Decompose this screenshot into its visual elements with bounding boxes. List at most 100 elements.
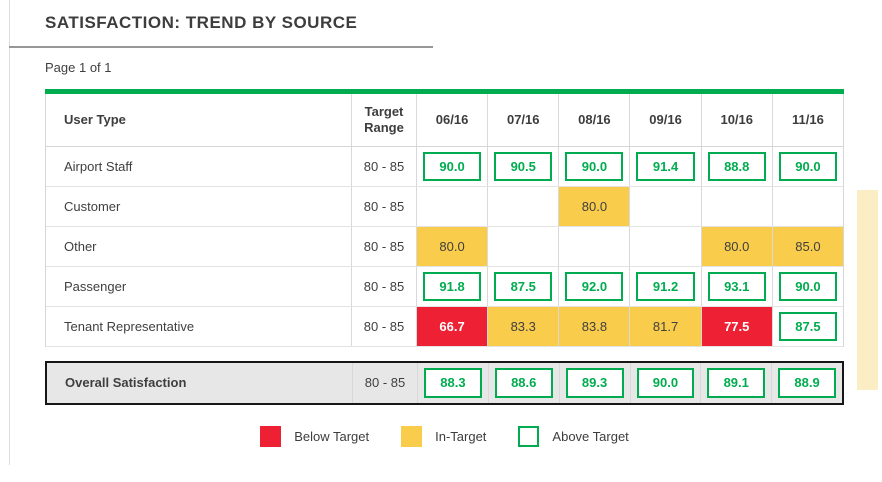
column-header-target-range: Target Range [351, 94, 416, 146]
above-target-box: 91.8 [423, 272, 482, 301]
above-target-box: 88.8 [707, 152, 766, 181]
table-main: User Type Target Range 06/16 07/16 08/16… [45, 94, 844, 347]
legend-label: Above Target [552, 429, 629, 444]
above-target-box: 92.0 [565, 272, 624, 301]
value-cell-empty [416, 187, 487, 226]
above-target-box: 88.9 [778, 368, 836, 398]
value-cell-above: 90.0 [629, 363, 701, 403]
column-header-month-1: 06/16 [416, 94, 487, 146]
column-header-month-2: 07/16 [487, 94, 558, 146]
value-cell-in: 85.0 [771, 227, 843, 266]
value-cell-above: 93.1 [700, 267, 772, 306]
above-target-box: 90.5 [494, 152, 553, 181]
value-cell-in: 80.0 [416, 227, 488, 266]
value-cell-empty [771, 187, 843, 226]
target-range: 80 - 85 [351, 147, 416, 186]
row-label: Overall Satisfaction [65, 375, 187, 391]
page-indicator: Page 1 of 1 [45, 60, 112, 75]
above-target-box: 90.0 [778, 152, 837, 181]
value-cell-empty [558, 227, 629, 266]
value-cell-above: 90.0 [771, 267, 843, 306]
above-target-box: 90.0 [636, 368, 695, 398]
table-row: Customer 80 - 85 80.0 [46, 187, 843, 227]
above-target-box: 91.4 [636, 152, 695, 181]
target-range: 80 - 85 [351, 267, 416, 306]
column-header-month-3: 08/16 [558, 94, 629, 146]
table-body: Airport Staff 80 - 85 90.0 90.5 90.0 91.4 88.8… [46, 147, 843, 347]
value-cell-above: 90.0 [558, 147, 629, 186]
table-header-row: User Type Target Range 06/16 07/16 08/16… [46, 94, 843, 147]
above-target-box: 93.1 [707, 272, 766, 301]
value-cell-empty [700, 187, 772, 226]
above-target-box: 88.3 [424, 368, 482, 398]
value-cell-above: 88.6 [487, 363, 559, 403]
above-target-box: 89.1 [707, 368, 766, 398]
value-cell-empty [487, 187, 558, 226]
above-target-box: 91.2 [636, 272, 695, 301]
table-row: Tenant Representative 80 - 85 66.7 83.3 83.8… [46, 307, 843, 347]
value-cell-above: 92.0 [558, 267, 629, 306]
panel-left-divider [9, 0, 10, 465]
value-cell-above: 87.5 [771, 307, 843, 346]
above-target-box: 90.0 [778, 272, 837, 301]
value-cell-empty [629, 187, 700, 226]
value-cell-above: 91.2 [629, 267, 700, 306]
value-cell-in: 80.0 [558, 187, 630, 226]
value-cell-above: 89.1 [700, 363, 771, 403]
table-row: Other 80 - 85 80.0 80.0 85.0 [46, 227, 843, 267]
target-range: 80 - 85 [351, 187, 416, 226]
value-cell-in: 80.0 [700, 227, 772, 266]
above-target-box: 89.3 [565, 368, 624, 398]
table-row: Airport Staff 80 - 85 90.0 90.5 90.0 91.4 88.8… [46, 147, 843, 187]
table-gap [45, 347, 844, 361]
value-cell-empty [629, 227, 700, 266]
legend-item-in-target: In-Target [401, 426, 486, 447]
trend-table: User Type Target Range 06/16 07/16 08/16… [45, 89, 844, 405]
legend-item-above-target: Above Target [518, 426, 629, 447]
target-range: 80 - 85 [352, 363, 417, 403]
value-cell-below: 77.5 [700, 307, 772, 346]
value-cell-above: 91.4 [629, 147, 700, 186]
table-top-accent-bar [45, 89, 844, 94]
value-cell-below: 66.7 [416, 307, 488, 346]
row-label: Customer [64, 198, 121, 214]
row-label: Passenger [64, 278, 127, 294]
value-cell-in: 81.7 [629, 307, 701, 346]
target-range: 80 - 85 [351, 307, 416, 346]
below-target-swatch-icon [260, 426, 282, 447]
value-cell-above: 87.5 [487, 267, 558, 306]
above-target-box: 90.0 [565, 152, 624, 181]
value-cell-above: 90.5 [487, 147, 558, 186]
row-label: Airport Staff [64, 158, 133, 174]
page-title: SATISFACTION: TREND BY SOURCE [45, 13, 358, 32]
target-range: 80 - 85 [351, 227, 416, 266]
above-target-box: 87.5 [494, 272, 553, 301]
value-cell-empty [487, 227, 558, 266]
value-cell-above: 90.0 [771, 147, 843, 186]
value-cell-in: 83.3 [487, 307, 559, 346]
row-label: Tenant Representative [64, 318, 195, 334]
value-cell-above: 89.3 [558, 363, 630, 403]
above-target-box: 90.0 [423, 152, 482, 181]
in-target-swatch-icon [401, 426, 423, 447]
column-header-month-5: 10/16 [700, 94, 772, 146]
legend-label: In-Target [435, 429, 487, 444]
legend-item-below-target: Below Target [260, 426, 369, 447]
column-header-month-6: 11/16 [771, 94, 843, 146]
table-row: Passenger 80 - 85 91.8 87.5 92.0 91.2 93.1 90.0 [46, 267, 843, 307]
above-target-box: 87.5 [778, 312, 837, 341]
value-cell-above: 90.0 [416, 147, 487, 186]
value-cell-above: 88.9 [771, 363, 842, 403]
highlight-bar [857, 190, 878, 390]
title-underline [9, 46, 433, 48]
row-label: Other [64, 238, 97, 254]
value-cell-in: 83.8 [558, 307, 630, 346]
column-header-user-type: User Type [64, 112, 126, 128]
legend-label: Below Target [294, 429, 370, 444]
above-target-box: 88.6 [494, 368, 553, 398]
overall-satisfaction-row: Overall Satisfaction 80 - 85 88.3 88.6 89.3 9… [45, 361, 844, 405]
value-cell-above: 91.8 [416, 267, 487, 306]
overall-row: Overall Satisfaction 80 - 85 88.3 88.6 89.3 9… [47, 363, 842, 403]
legend: Below Target In-Target Above Target [45, 426, 844, 447]
